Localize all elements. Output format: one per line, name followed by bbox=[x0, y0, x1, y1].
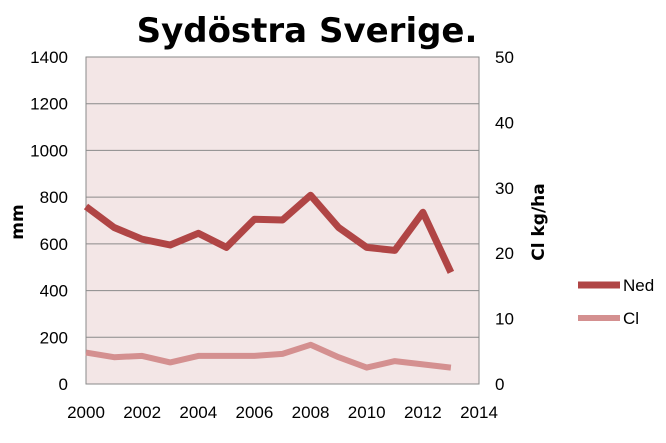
right-y-tick-label: 10 bbox=[495, 310, 514, 329]
legend: Ned Cl bbox=[578, 276, 654, 328]
series-line-ned bbox=[83, 191, 455, 274]
left-y-tick-label: 800 bbox=[40, 188, 68, 207]
left-y-axis-label: mm bbox=[8, 204, 28, 239]
x-tick-label: 2010 bbox=[348, 403, 386, 422]
right-y-axis-ticks: 0 10 20 30 40 50 bbox=[495, 48, 514, 394]
right-y-axis-label: Cl kg/ha bbox=[529, 183, 549, 260]
right-y-tick-label: 50 bbox=[495, 48, 514, 67]
left-y-tick-label: 1000 bbox=[30, 141, 68, 160]
left-y-tick-label: 400 bbox=[40, 282, 68, 301]
x-tick-label: 2002 bbox=[123, 403, 161, 422]
right-y-tick-label: 20 bbox=[495, 244, 514, 263]
x-tick-label: 2008 bbox=[292, 403, 330, 422]
left-y-tick-label: 1200 bbox=[30, 95, 68, 114]
legend-label-ned: Ned bbox=[623, 276, 654, 295]
x-tick-label: 2006 bbox=[236, 403, 274, 422]
left-y-tick-label: 600 bbox=[40, 235, 68, 254]
right-y-tick-label: 40 bbox=[495, 113, 514, 132]
x-tick-label: 2012 bbox=[404, 403, 442, 422]
left-y-tick-label: 0 bbox=[59, 375, 68, 394]
x-axis-ticks: 2000 2002 2004 2006 2008 2010 2012 2014 bbox=[67, 403, 498, 422]
legend-label-cl: Cl bbox=[623, 309, 639, 328]
left-y-tick-label: 1400 bbox=[30, 48, 68, 67]
left-y-tick-label: 200 bbox=[40, 328, 68, 347]
series-line-cl bbox=[85, 341, 452, 371]
right-y-tick-label: 0 bbox=[495, 375, 504, 394]
series-lines bbox=[83, 191, 455, 371]
chart-title: Sydöstra Sverige. bbox=[137, 11, 478, 51]
x-tick-label: 2000 bbox=[67, 403, 105, 422]
left-y-axis-ticks: 0 200 400 600 800 1000 1200 1400 bbox=[30, 48, 68, 394]
x-tick-label: 2004 bbox=[179, 403, 217, 422]
right-y-tick-label: 30 bbox=[495, 179, 514, 198]
x-tick-label: 2014 bbox=[460, 403, 498, 422]
